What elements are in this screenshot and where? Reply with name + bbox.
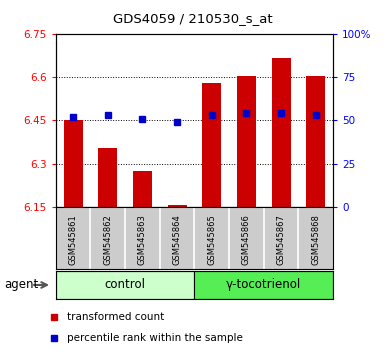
Text: GSM545867: GSM545867 <box>276 214 286 265</box>
Text: transformed count: transformed count <box>67 312 164 322</box>
Bar <box>133 171 152 207</box>
Text: GSM545868: GSM545868 <box>311 214 320 265</box>
Bar <box>64 120 83 207</box>
Text: percentile rank within the sample: percentile rank within the sample <box>67 332 243 343</box>
Text: GSM545863: GSM545863 <box>138 214 147 265</box>
Bar <box>202 83 221 207</box>
Text: GSM545861: GSM545861 <box>69 214 78 265</box>
Bar <box>98 148 117 207</box>
Text: GSM545866: GSM545866 <box>242 214 251 265</box>
Bar <box>271 58 291 207</box>
Text: control: control <box>105 279 146 291</box>
Text: γ-tocotrienol: γ-tocotrienol <box>226 279 301 291</box>
Text: GSM545864: GSM545864 <box>172 214 182 265</box>
Text: GSM545865: GSM545865 <box>207 214 216 265</box>
Bar <box>194 271 333 299</box>
Bar <box>167 205 187 207</box>
Bar <box>56 271 194 299</box>
Text: GDS4059 / 210530_s_at: GDS4059 / 210530_s_at <box>113 12 272 25</box>
Bar <box>306 76 325 207</box>
Text: agent: agent <box>5 279 39 291</box>
Bar <box>237 76 256 207</box>
Text: GSM545862: GSM545862 <box>103 214 112 265</box>
